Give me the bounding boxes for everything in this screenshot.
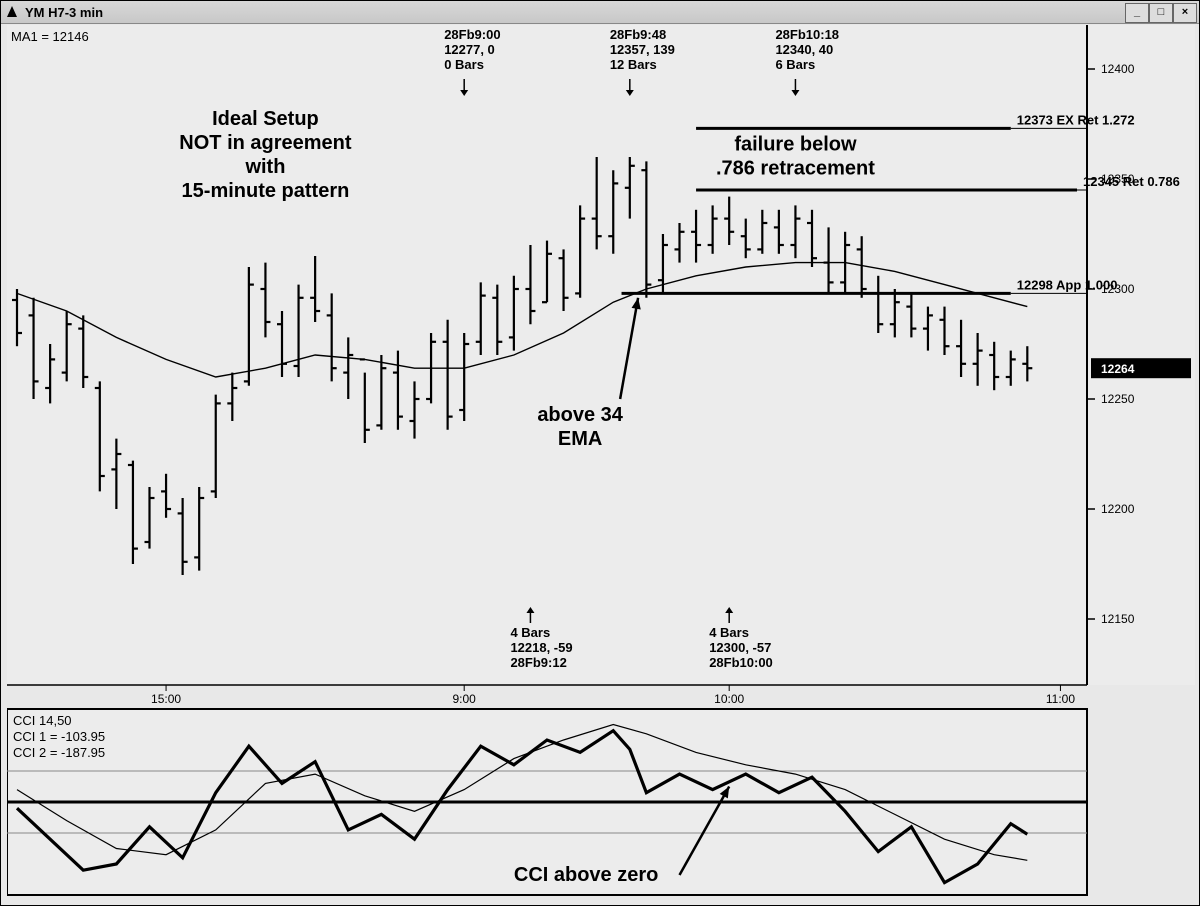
level-label: 12373 EX Ret 1.272 [1017, 112, 1135, 127]
annotation-ideal: with [244, 156, 285, 178]
time-tick-label: 9:00 [453, 692, 477, 706]
time-tick-label: 11:00 [1046, 692, 1075, 706]
top-marker-text: 28Fb10:18 [775, 27, 839, 42]
bottom-marker-text: 12218, -59 [510, 640, 572, 655]
bottom-marker-text: 28Fb10:00 [709, 655, 773, 670]
top-marker-text: 12357, 139 [610, 42, 675, 57]
price-tick-label: 12250 [1101, 392, 1135, 406]
top-marker-text: 28Fb9:48 [610, 27, 666, 42]
bottom-marker-text: 4 Bars [510, 625, 550, 640]
top-marker-text: 12 Bars [610, 57, 657, 72]
close-button[interactable]: × [1173, 3, 1197, 23]
bottom-marker-text: 12300, -57 [709, 640, 771, 655]
app-logo-icon [5, 5, 19, 19]
minimize-button[interactable]: _ [1125, 3, 1149, 23]
annotation-cci: CCI above zero [514, 864, 658, 886]
time-tick-label: 10:00 [714, 692, 744, 706]
top-marker-text: 12277, 0 [444, 42, 495, 57]
last-price-badge: 12264 [1101, 362, 1135, 376]
level-label: 12298 App 1.000 [1017, 277, 1118, 292]
annotation-above34: above 34 [537, 404, 623, 426]
cci-label: CCI 14,50 [13, 713, 72, 728]
chart-window: YM H7-3 min _ □ × 1215012200122501230012… [0, 0, 1200, 906]
cci-label: CCI 2 = -187.95 [13, 745, 105, 760]
top-marker-text: 0 Bars [444, 57, 484, 72]
bottom-marker-text: 28Fb9:12 [510, 655, 566, 670]
ma-label: MA1 = 12146 [11, 29, 89, 44]
annotation-ideal: 15-minute pattern [182, 180, 350, 202]
price-tick-label: 12150 [1101, 612, 1135, 626]
window-title: YM H7-3 min [25, 5, 103, 20]
top-marker-text: 28Fb9:00 [444, 27, 500, 42]
annotation-above34: EMA [558, 428, 602, 450]
cci-label: CCI 1 = -103.95 [13, 729, 105, 744]
titlebar[interactable]: YM H7-3 min _ □ × [1, 1, 1199, 24]
chart-svg: 12150122001225012300123501240012264MA1 =… [7, 25, 1195, 901]
annotation-failure: failure below [734, 133, 857, 155]
top-marker-text: 12340, 40 [775, 42, 833, 57]
annotation-failure: .786 retracement [716, 157, 875, 179]
price-tick-label: 12200 [1101, 502, 1135, 516]
annotation-ideal: Ideal Setup [212, 108, 319, 130]
bottom-marker-text: 4 Bars [709, 625, 749, 640]
level-label: 12345 Ret 0.786 [1083, 174, 1180, 189]
maximize-button[interactable]: □ [1149, 3, 1173, 23]
time-tick-label: 15:00 [151, 692, 181, 706]
price-tick-label: 12400 [1101, 62, 1135, 76]
annotation-ideal: NOT in agreement [179, 132, 352, 154]
top-marker-text: 6 Bars [775, 57, 815, 72]
